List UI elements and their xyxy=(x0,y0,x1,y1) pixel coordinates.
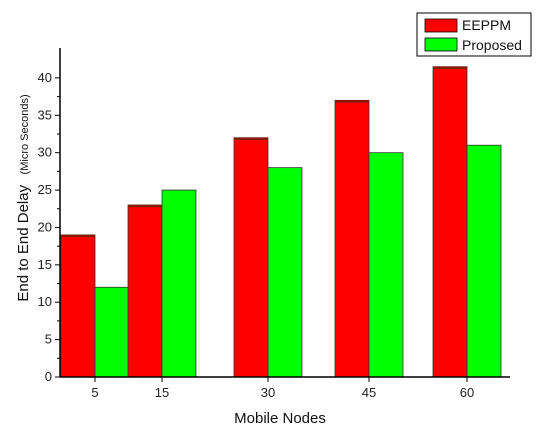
legend-label-proposed: Proposed xyxy=(462,37,522,53)
bar-eeppm-45 xyxy=(334,99,370,378)
bar-eeppm-15 xyxy=(127,204,163,378)
x-tick-label: 5 xyxy=(91,385,98,400)
y-tick-label: 5 xyxy=(45,332,52,347)
bar-proposed-45 xyxy=(368,152,404,378)
y-tick-label: 15 xyxy=(38,257,52,272)
x-axis-label: Mobile Nodes xyxy=(234,410,326,427)
y-tick-label: 35 xyxy=(38,107,52,122)
y-tick-label: 0 xyxy=(45,369,52,384)
x-tick-label: 60 xyxy=(460,385,474,400)
y-tick-label: 40 xyxy=(38,70,52,85)
bar-proposed-60 xyxy=(466,144,502,378)
legend-swatch-proposed xyxy=(424,37,458,52)
x-ticks: 5 15 30 45 60 xyxy=(91,377,474,400)
x-tick-label: 30 xyxy=(261,385,275,400)
legend-swatch-eeppm xyxy=(424,18,458,33)
bars-layer xyxy=(60,66,502,378)
bar-proposed-5 xyxy=(94,286,130,378)
bar-proposed-15 xyxy=(161,189,197,378)
y-tick-label: 30 xyxy=(38,145,52,160)
x-tick-label: 15 xyxy=(155,385,169,400)
bar-eeppm-60 xyxy=(432,66,468,378)
bar-eeppm-30 xyxy=(233,137,269,378)
bar-eeppm-5 xyxy=(60,234,96,378)
y-axis-label-unit: (Micro Seconds) xyxy=(19,94,31,174)
y-tick-label: 25 xyxy=(38,182,52,197)
x-tick-label: 45 xyxy=(362,385,376,400)
y-ticks: 0 5 10 15 20 25 30 35 40 xyxy=(38,70,60,384)
y-axis-label: End to End Delay (Micro Seconds) xyxy=(15,94,32,301)
y-axis-label-main: End to End Delay xyxy=(15,184,32,301)
legend: EEPPM Proposed xyxy=(416,12,532,57)
y-tick-label: 10 xyxy=(38,294,52,309)
legend-label-eeppm: EEPPM xyxy=(462,17,511,33)
y-tick-label: 20 xyxy=(38,219,52,234)
bar-proposed-30 xyxy=(267,167,303,378)
